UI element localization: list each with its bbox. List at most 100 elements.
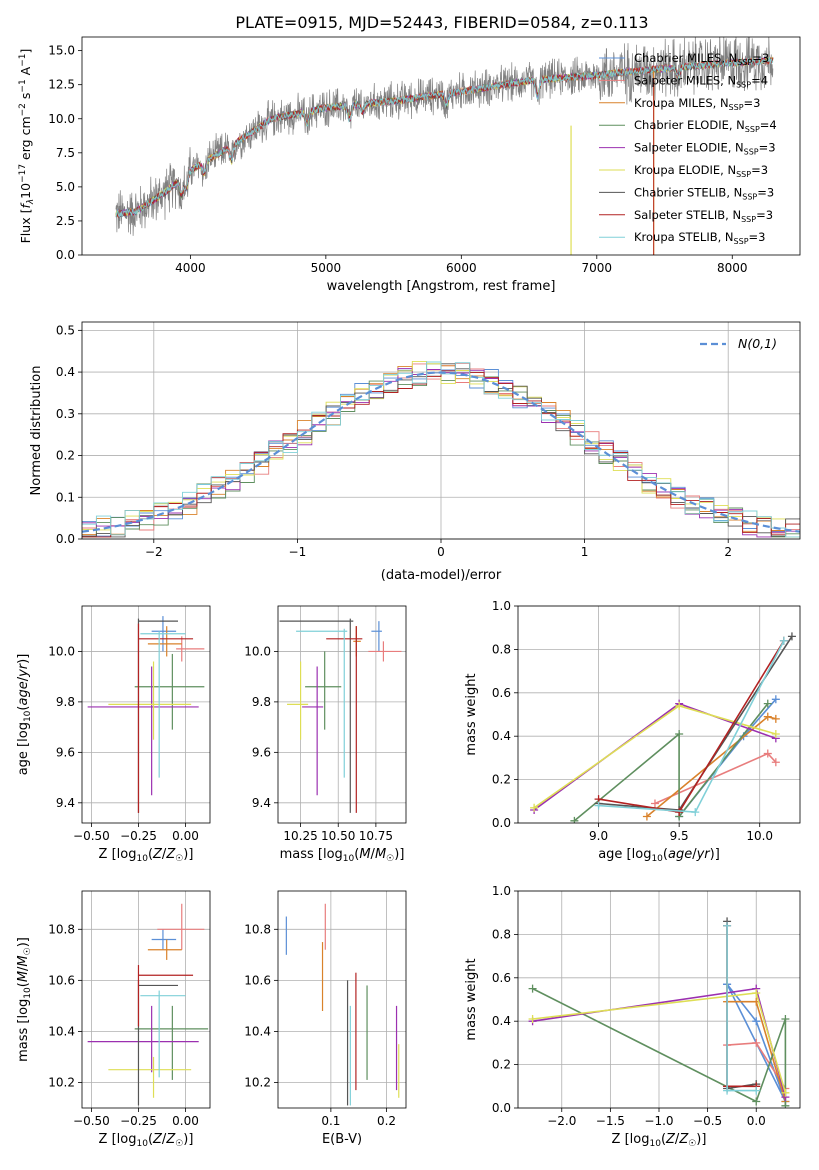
weight_vs_age-plot-area [530, 632, 796, 823]
x-tick-label: 0.2 [377, 1114, 396, 1128]
y-axis-label: age [log10(age/yr)] [16, 654, 33, 776]
x-tick-label: 5000 [311, 261, 342, 275]
legend-suffix: =3 [744, 96, 761, 110]
legend-suffix: =3 [759, 141, 776, 155]
legend-suffix: =4 [751, 73, 768, 87]
legend-entry: Kroupa STELIB, NSSP=3 [634, 230, 765, 246]
x-tick-label: 7000 [582, 261, 613, 275]
weight-marker [675, 808, 684, 817]
y-axis-label: mass weight [464, 673, 479, 755]
mass_vs_ebv-axes: 0.1 0.2 10.2 10.4 10.6 10.8 E(B-V) [244, 890, 407, 1147]
mass_vs_ebv-grid [278, 891, 406, 1108]
weight-line [726, 925, 757, 1092]
y-tick-label: 9.4 [252, 796, 271, 810]
weight-marker [723, 1086, 732, 1095]
legend-subscript: SSP [729, 103, 744, 112]
age_vs_Z-plot-area [87, 616, 205, 813]
x-axis-label: mass [log10(M/M☉)] [280, 847, 405, 864]
axes-frame [277, 890, 407, 1109]
legend-entry: Chabrier ELODIE, NSSP=4 [634, 118, 777, 134]
axes-frame [81, 890, 211, 1109]
y-tick-label: 9.8 [56, 695, 75, 709]
legend-entry: Kroupa MILES, NSSP=3 [634, 96, 760, 112]
x-tick-label: 0.0 [747, 1114, 766, 1128]
weight-marker [642, 812, 651, 821]
y-tick-label: 10.2 [48, 1075, 75, 1089]
y-tick-label: 10.6 [48, 973, 75, 987]
x-tick-label: −0.50 [73, 829, 110, 843]
y-axis-label: Flux [fλ10−17 erg cm−2 s−1 A−1] [18, 49, 36, 244]
weight_vs_Z-plot-area [528, 917, 790, 1108]
y-tick-label: 10.8 [48, 922, 75, 936]
weight-line [533, 702, 777, 811]
weight-marker [675, 730, 684, 739]
x-tick-label: 4000 [175, 261, 206, 275]
x-tick-label: 10.50 [321, 829, 355, 843]
weight-line [532, 987, 787, 1106]
x-tick-label: −0.25 [120, 1114, 157, 1128]
x-tick-label: 0 [437, 545, 445, 559]
y-tick-label: 0.2 [492, 773, 511, 787]
y-tick-label: 0.2 [492, 1058, 511, 1072]
weight-marker [763, 712, 772, 721]
y-tick-label: 10.0 [48, 644, 75, 658]
weight-marker [594, 801, 603, 810]
x-axis-label: Z [log10(Z/Z☉)] [99, 847, 194, 864]
x-tick-label: 10.0 [746, 829, 773, 843]
spectrum-axes: Chabrier MILES, NSSP=3 Salpeter MILES, NS… [18, 36, 801, 294]
weight-marker [752, 1086, 761, 1095]
x-tick-label: 10.25 [283, 829, 317, 843]
legend-subscript: SSP [742, 192, 757, 201]
y-tick-label: 9.4 [56, 796, 75, 810]
axes-frame [81, 605, 211, 824]
weight-marker [675, 701, 684, 710]
y-tick-label: 0.4 [56, 365, 75, 379]
weight-marker [787, 632, 796, 641]
residuals-plot-area [82, 360, 800, 538]
x-tick-label: 9.5 [670, 829, 689, 843]
weight-marker [771, 730, 780, 739]
weight-marker [771, 714, 780, 723]
weight-line [726, 921, 757, 1090]
y-tick-label: 0.6 [492, 971, 511, 985]
mass_vs_Z-axes: −0.50 −0.25 0.00 10.2 10.4 10.6 10.8 Z [log10(Z… [16, 890, 211, 1149]
legend-subscript: SSP [734, 237, 749, 246]
y-tick-label: 0.4 [492, 729, 511, 743]
weight-marker [530, 803, 539, 812]
x-tick-label: 10.75 [359, 829, 393, 843]
y-tick-label: 15.0 [48, 44, 75, 58]
weight-marker [752, 1038, 761, 1047]
x-tick-label: 8000 [717, 261, 748, 275]
y-tick-label: 9.6 [252, 745, 271, 759]
legend-entry: Chabrier STELIB, NSSP=3 [634, 185, 774, 201]
mass_vs_Z-grid [82, 891, 210, 1108]
age_vs_Z-axes: −0.50 −0.25 0.00 9.4 9.6 9.8 10.0 Z [log10(Z/Z☉… [16, 605, 211, 864]
x-tick-label: 0.00 [172, 829, 199, 843]
axes-frame [517, 890, 801, 1109]
weight-marker [723, 921, 732, 930]
x-tick-label: −1 [289, 545, 307, 559]
y-tick-label: 0.8 [492, 642, 511, 656]
x-axis-label: Z [log10(Z/Z☉)] [99, 1132, 194, 1149]
weight-marker [781, 1101, 790, 1108]
legend-subscript: SSP [736, 80, 751, 89]
y-tick-label: 0.0 [492, 1101, 511, 1115]
age_vs_mass-plot-area [279, 618, 402, 813]
weight-marker [528, 1015, 537, 1024]
legend-subscript: SSP [744, 148, 759, 157]
weight_vs_age-axes: 9.0 9.5 10.0 0.0 0.2 0.4 0.6 0.8 1.0 age [log10(a… [464, 599, 801, 864]
weight-marker [771, 695, 780, 704]
y-tick-label: 9.6 [56, 745, 75, 759]
x-tick-label: 9.0 [589, 829, 608, 843]
y-tick-label: 2.5 [56, 214, 75, 228]
y-tick-label: 0.1 [56, 490, 75, 504]
x-axis-label: Z [log10(Z/Z☉)] [612, 1132, 707, 1149]
x-tick-label: −2 [145, 545, 163, 559]
legend-subscript: SSP [737, 58, 752, 67]
x-tick-label: −0.25 [120, 829, 157, 843]
y-tick-label: 10.2 [244, 1075, 271, 1089]
axes-frame [277, 605, 407, 824]
weight-line [726, 925, 757, 1088]
y-tick-label: 0.0 [56, 532, 75, 546]
